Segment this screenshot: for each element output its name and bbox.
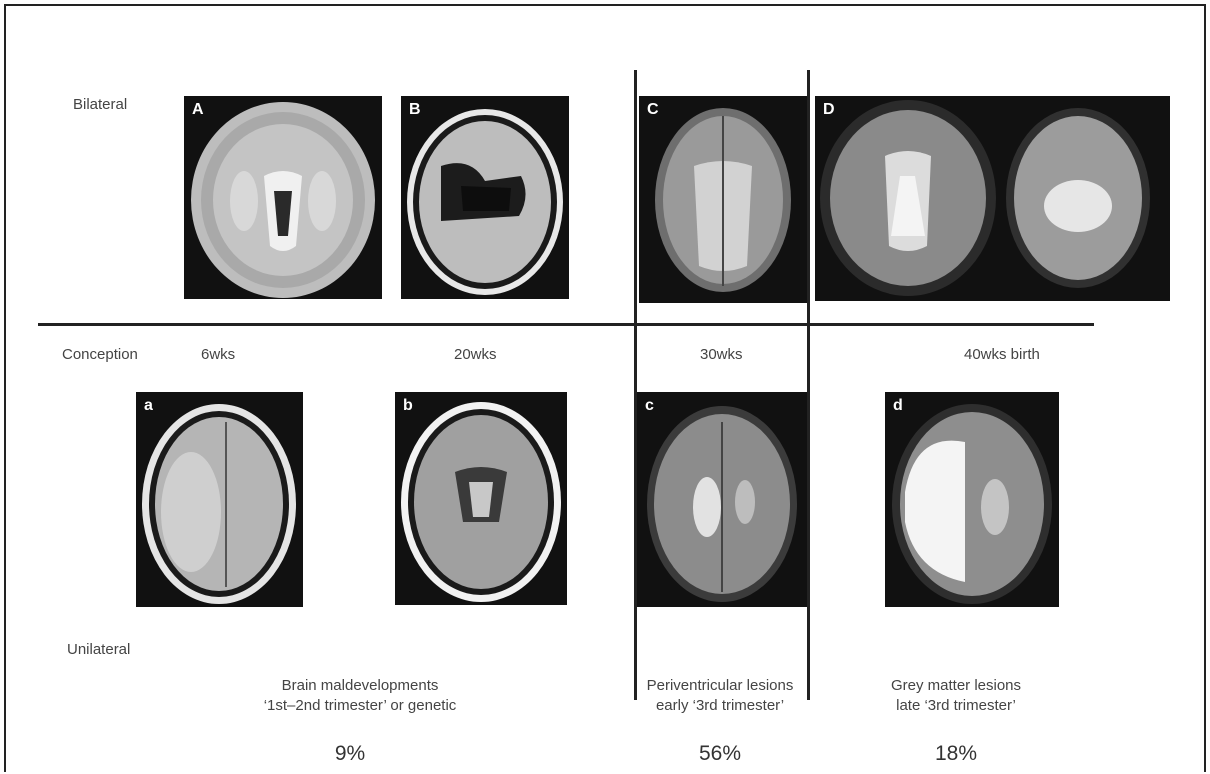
scan-panel-C: C xyxy=(639,96,807,303)
group-caption-grey-matter: Grey matter lesions late ‘3rd trimester’ xyxy=(856,676,1056,716)
panel-letter-B: B xyxy=(409,101,421,118)
timeline-20wks: 20wks xyxy=(454,346,497,363)
timeline-axis-line xyxy=(38,323,1094,326)
panel-letter-d: d xyxy=(893,397,903,414)
panel-letter-c: c xyxy=(645,397,654,414)
brain-scan-image-d xyxy=(892,404,1052,604)
brain-scan-image-a xyxy=(142,404,296,604)
panel-letter-b: b xyxy=(403,397,413,414)
scan-panel-D: D xyxy=(815,96,1170,301)
group-caption-line2: late ‘3rd trimester’ xyxy=(896,697,1016,714)
panel-letter-D: D xyxy=(823,101,835,118)
scan-panel-A: A xyxy=(184,96,382,299)
divider-right-line xyxy=(807,70,810,700)
timeline-6wks: 6wks xyxy=(201,346,236,363)
bilateral-label: Bilateral xyxy=(73,96,128,113)
panel-letter-C: C xyxy=(647,101,659,118)
group-caption-periventricular: Periventricular lesions early ‘3rd trime… xyxy=(600,676,840,716)
scan-panel-c: c xyxy=(637,392,807,607)
brain-scan-image-B xyxy=(407,109,563,295)
percent-grey-matter: 18% xyxy=(934,742,978,765)
brain-scan-image-C xyxy=(655,108,791,292)
timeline-40wks-birth: 40wks birth xyxy=(964,346,1040,363)
group-caption-maldevelopments: Brain maldevelopments ‘1st–2nd trimester… xyxy=(210,676,510,716)
panel-letter-a: a xyxy=(144,397,153,414)
brain-scan-image-c xyxy=(647,406,797,602)
percent-periventricular: 56% xyxy=(698,742,742,765)
timeline-conception: Conception xyxy=(62,346,138,363)
scan-panel-b: b xyxy=(395,392,567,605)
unilateral-label: Unilateral xyxy=(67,641,131,658)
group-caption-line1: Periventricular lesions xyxy=(646,677,794,694)
panel-letter-A: A xyxy=(192,101,204,118)
divider-left-line xyxy=(634,70,637,700)
group-caption-line2: ‘1st–2nd trimester’ or genetic xyxy=(263,697,457,714)
scan-panel-a: a xyxy=(136,392,303,607)
timeline-30wks: 30wks xyxy=(700,346,743,363)
scan-panel-d: d xyxy=(885,392,1059,607)
brain-scan-image-A xyxy=(191,102,375,298)
brain-scan-image-b xyxy=(401,402,561,602)
group-caption-line1: Brain maldevelopments xyxy=(281,677,439,694)
brain-scan-image-D xyxy=(820,100,1150,296)
group-caption-line1: Grey matter lesions xyxy=(890,677,1022,694)
scan-panel-B: B xyxy=(401,96,569,299)
figure-frame xyxy=(4,4,1206,772)
percent-maldevelopments: 9% xyxy=(334,742,366,765)
group-caption-line2: early ‘3rd trimester’ xyxy=(655,697,785,714)
